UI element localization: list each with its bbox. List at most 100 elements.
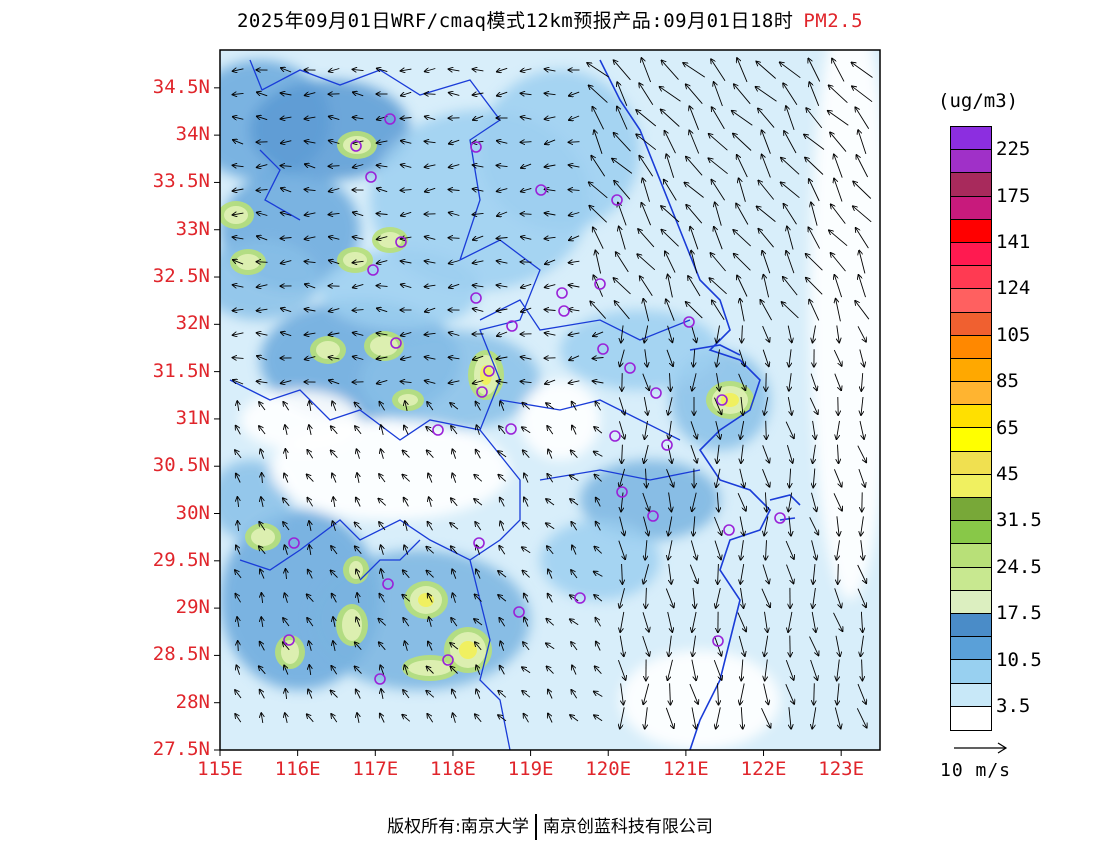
wind-vector (691, 325, 697, 343)
wind-vector (861, 396, 863, 415)
wind-vector (428, 642, 433, 651)
wind-vector (693, 587, 695, 608)
wind-vector (711, 180, 725, 201)
wind-vector (545, 259, 556, 264)
lon-label: 122E (740, 758, 787, 780)
wind-vector (741, 707, 742, 729)
wind-vector (619, 468, 626, 487)
wind-vector (307, 618, 314, 627)
wind-vector (594, 692, 603, 697)
wind-vector (238, 641, 239, 652)
wind-vector (329, 309, 340, 312)
station-marker (470, 292, 482, 304)
wind-vector (621, 683, 624, 704)
wind-vector (837, 420, 840, 439)
wind-vector (473, 381, 484, 384)
wind-vector (257, 165, 268, 168)
station-marker (556, 287, 568, 299)
wind-vector (718, 683, 719, 704)
wind-vector (812, 707, 817, 728)
wind-vector (618, 397, 624, 414)
wind-vector (283, 642, 290, 651)
lat-label: 30N (175, 501, 210, 524)
colorbar-label: 85 (996, 370, 1019, 393)
station-marker (594, 278, 606, 290)
wind-vector (763, 683, 769, 705)
wind-vector (813, 564, 815, 584)
wind-vector (233, 333, 244, 335)
wind-vector (856, 155, 869, 178)
wind-vector (355, 546, 362, 554)
wind-vector (833, 493, 842, 510)
wind-vector (401, 332, 412, 335)
wind-vector (523, 522, 530, 530)
wind-vector (570, 475, 579, 481)
wind-vector (690, 540, 696, 560)
wind-vector (811, 492, 817, 512)
wind-vector (261, 617, 263, 627)
colorbar-label: 45 (996, 463, 1019, 485)
wind-vector (670, 373, 671, 391)
wind-vector (357, 593, 359, 603)
wind-vector (331, 691, 338, 698)
wind-vector (546, 643, 555, 650)
wind-vector (782, 302, 799, 319)
wind-vector (665, 588, 673, 608)
wind-vector (571, 450, 578, 459)
wind-vector (524, 617, 529, 627)
wind-vector (789, 468, 790, 488)
wind-vector (712, 107, 725, 130)
wind-vector (692, 373, 697, 390)
colorbar-segment (951, 474, 991, 498)
wind-vector (736, 204, 749, 225)
wind-vector (257, 116, 268, 119)
wind-vector (786, 564, 794, 584)
wind-vector (473, 235, 484, 240)
wind-vector (548, 594, 553, 603)
wind-vector (522, 691, 531, 698)
footer: 版权所有:南京大学 南京创蓝科技有限公司 (0, 812, 1100, 840)
wind-vector (425, 381, 436, 384)
station-marker (723, 524, 735, 536)
wind-vector (353, 69, 364, 70)
wind-vector (500, 666, 505, 675)
wind-vector (814, 683, 815, 704)
wind-vector (522, 427, 531, 434)
wind-vector (473, 189, 484, 191)
wind-vector (500, 641, 503, 651)
wind-vector (741, 659, 743, 681)
wind-vector (522, 667, 531, 674)
wind-vector (377, 237, 388, 240)
colorbar-segment (951, 358, 991, 383)
wind-vector (619, 227, 626, 250)
wind-vector (498, 451, 507, 458)
wind-vector (546, 523, 555, 530)
wind-vector (308, 570, 313, 579)
wind-vector (497, 165, 508, 166)
wind-vector (834, 179, 843, 202)
wind-vector (450, 667, 458, 674)
wind-vector (521, 381, 532, 382)
wind-vector (785, 540, 794, 559)
wind-vector (381, 689, 383, 699)
wind-vector (737, 612, 746, 632)
wind-vector (329, 141, 340, 144)
wind-vector (281, 238, 292, 239)
wind-vector (762, 564, 769, 584)
wind-vector (733, 230, 752, 247)
wind-vector (498, 691, 507, 698)
wind-vector (257, 333, 268, 335)
wind-vector (331, 714, 338, 723)
wind-vector (521, 284, 532, 287)
wind-vector (497, 309, 508, 311)
wind-vector (377, 286, 388, 287)
wind-vector (475, 594, 482, 602)
wind-vector (643, 397, 647, 415)
station-marker (609, 430, 621, 442)
wind-vector (428, 473, 433, 483)
wind-vector (717, 444, 719, 463)
wind-vector (353, 165, 364, 168)
wind-vector (331, 570, 338, 578)
wind-vector (618, 421, 624, 439)
wind-vector (590, 301, 607, 319)
